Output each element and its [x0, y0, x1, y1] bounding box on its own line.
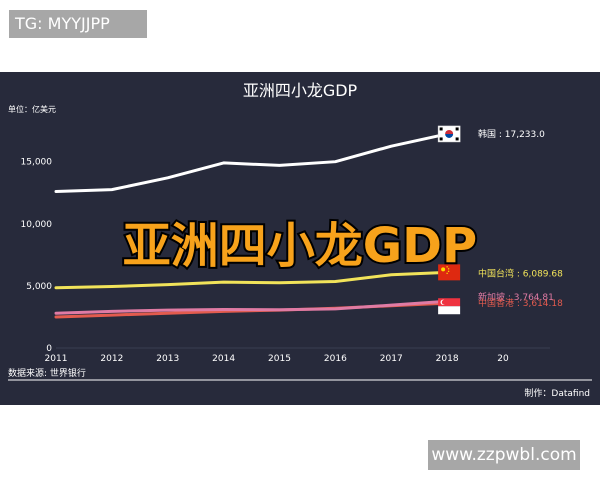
y-tick-label: 10,000: [21, 220, 53, 230]
series-line-中国台湾: [54, 270, 449, 290]
unit-label: 单位：亿美元: [8, 104, 56, 114]
y-tick-label: 5,000: [26, 282, 52, 292]
series-line-韩国: [54, 132, 449, 193]
gdp-line-chart: 亚洲四小龙GDP 单位：亿美元 0 5,000 10,000 15,000 2011 2…: [8, 81, 592, 399]
chart-title: 亚洲四小龙GDP: [243, 81, 358, 100]
series-line-新加坡: [54, 299, 449, 315]
x-tick-label: 2016: [324, 354, 347, 364]
chart-panel: 亚洲四小龙GDP 单位：亿美元 0 5,000 10,000 15,000 2011 2…: [0, 72, 600, 405]
watermark-top: TG: MYYJJPP: [9, 10, 147, 38]
x-tick-label: 2013: [156, 354, 179, 364]
x-tick-label: 2011: [45, 354, 68, 364]
x-tick-label: 2017: [380, 354, 403, 364]
source-label: 数据来源: 世界银行: [8, 367, 86, 379]
singapore-flag: [438, 298, 461, 315]
credit-label: 制作：Datafind: [524, 387, 590, 399]
x-tick-label: 2015: [268, 354, 291, 364]
y-tick-label: 0: [46, 344, 52, 354]
series-end-label: 中国香港 : 3,614.18: [478, 297, 563, 309]
x-tick-label: 2018: [436, 354, 459, 364]
series-end-label: 新加坡 : 3,764.81: [478, 291, 554, 303]
y-tick-label: 15,000: [21, 158, 53, 168]
series-end-label: 韩国 : 17,233.0: [478, 128, 545, 140]
x-tick-label: 2014: [212, 354, 235, 364]
x-tick-label: 2012: [100, 354, 123, 364]
south-korea-flag: [437, 125, 461, 143]
x-tick-label: 20: [497, 354, 509, 364]
watermark-bottom: www.zzpwbl.com: [428, 440, 580, 470]
series-end-label: 中国台湾 : 6,089.68: [478, 267, 563, 279]
china-flag: [438, 264, 461, 281]
overlay-title: 亚洲四小龙GDP: [123, 218, 477, 274]
